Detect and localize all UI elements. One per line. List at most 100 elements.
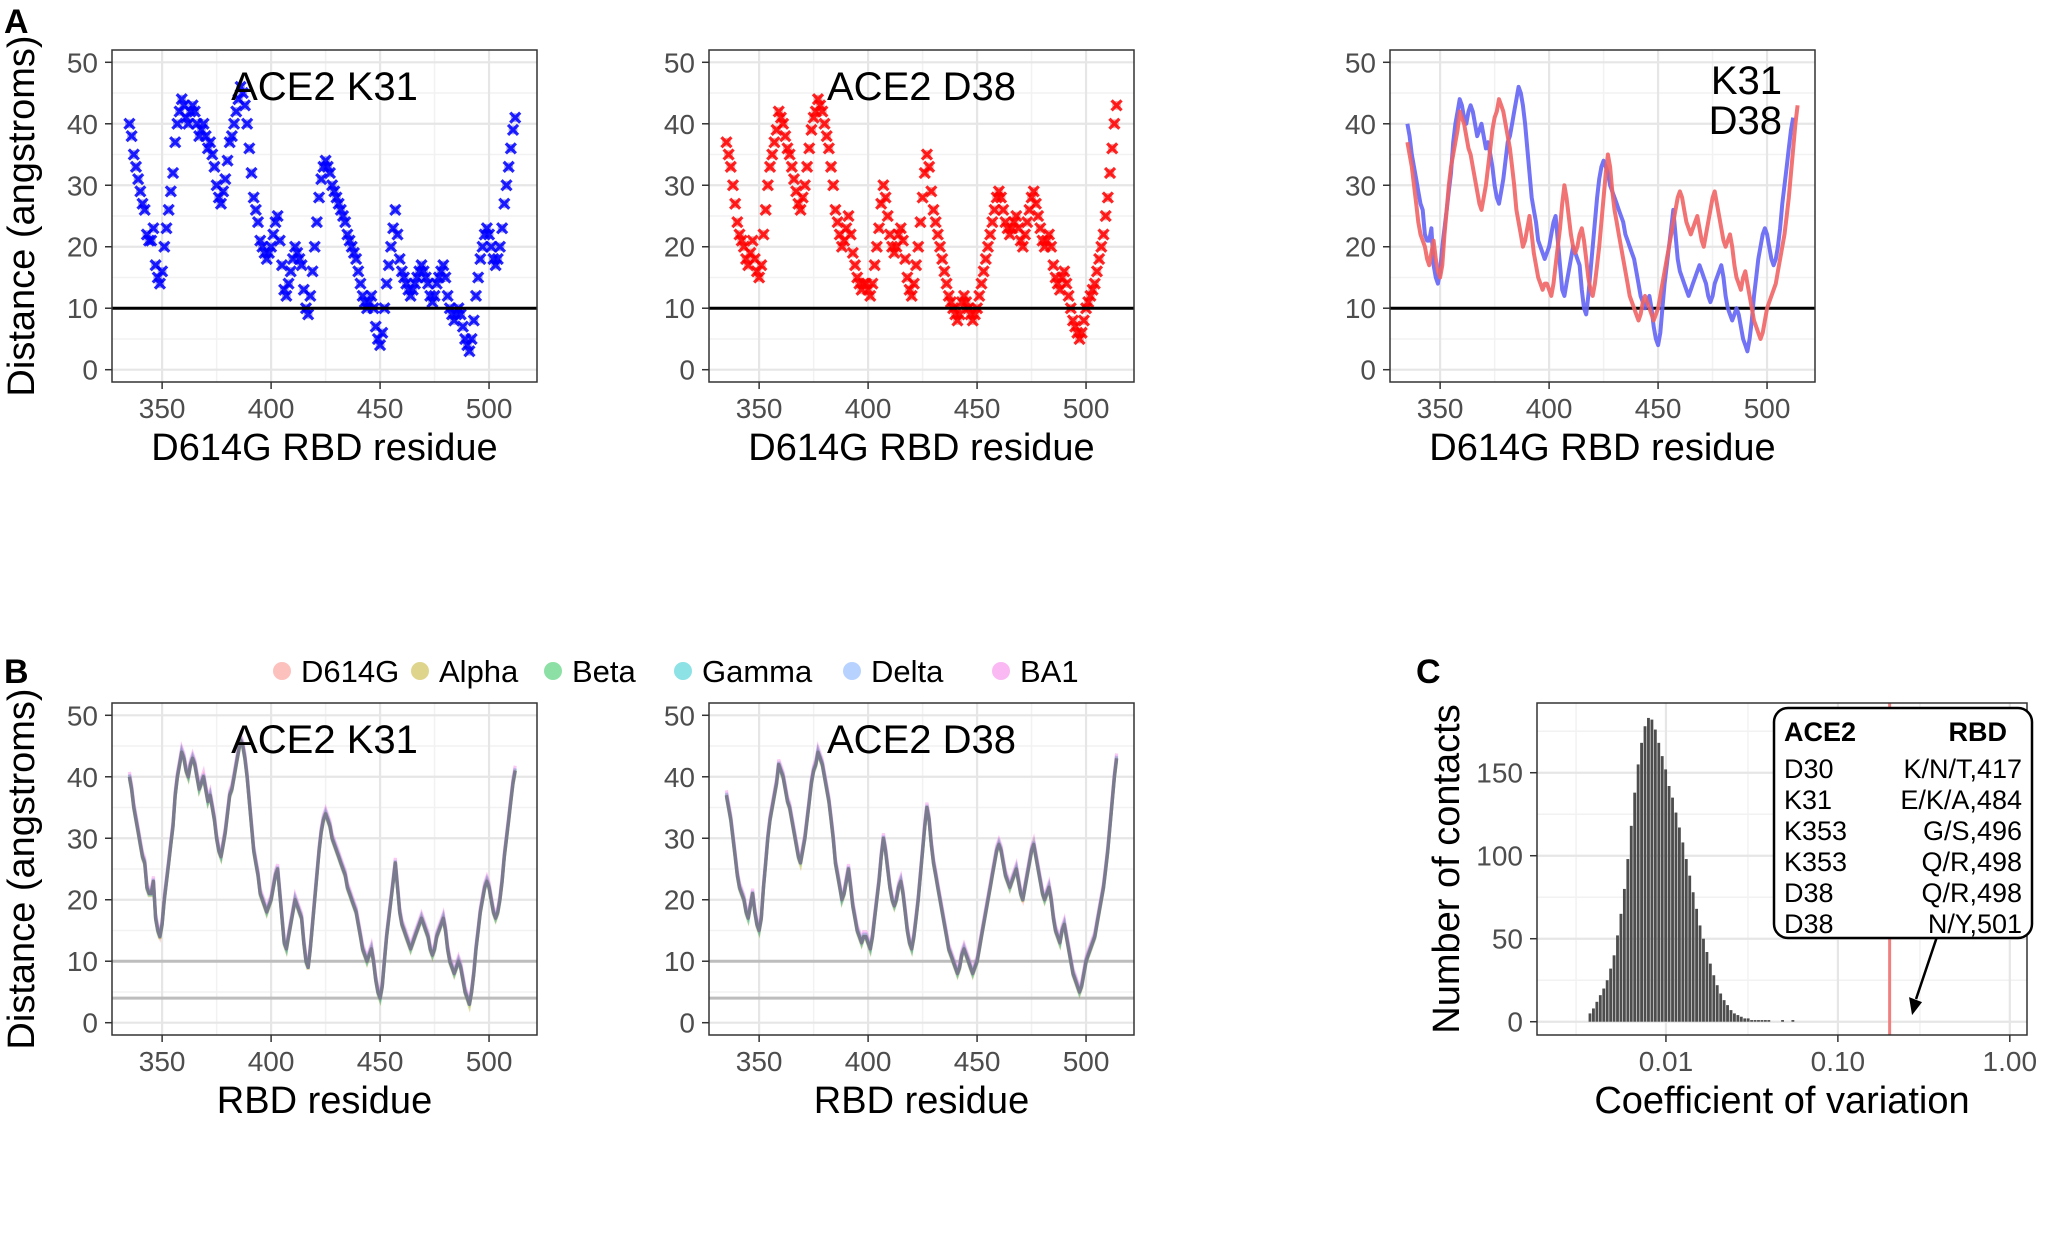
legend-key-ba1: [992, 662, 1010, 680]
data-point: [236, 86, 249, 100]
data-point: [905, 289, 918, 303]
data-point: [720, 136, 733, 149]
x-tick-label: 350: [1417, 393, 1464, 424]
data-point: [899, 252, 912, 266]
y-tick-label: 50: [1492, 924, 1523, 955]
data-point-dot: [724, 150, 734, 160]
data-point-dot: [935, 242, 945, 252]
data-point: [920, 148, 934, 161]
data-point-dot: [1107, 143, 1117, 153]
data-point-dot: [939, 266, 949, 276]
data-point: [160, 222, 173, 235]
data-point: [147, 222, 160, 235]
data-point: [866, 277, 879, 290]
data-point: [936, 252, 949, 266]
data-point-dot: [928, 205, 938, 215]
data-point: [1108, 117, 1121, 130]
data-point: [495, 222, 509, 235]
data-point: [1034, 222, 1047, 235]
data-point: [295, 259, 308, 272]
data-point-dot: [440, 272, 450, 282]
x-tick-label: 350: [736, 1046, 783, 1077]
y-tick-label: 20: [67, 232, 98, 263]
y-tick-label: 40: [67, 109, 98, 140]
data-point-dot: [510, 113, 520, 123]
data-point: [1018, 228, 1032, 241]
data-point: [125, 129, 138, 143]
y-tick-label: 40: [67, 762, 98, 793]
data-point-dot: [1077, 328, 1087, 338]
histogram-bar: [1705, 952, 1709, 1022]
histogram-bar: [1598, 995, 1602, 1022]
data-point: [439, 271, 452, 284]
data-point: [474, 252, 487, 266]
data-point: [188, 105, 201, 118]
data-point: [441, 289, 454, 303]
histogram-bar: [1743, 1018, 1747, 1022]
data-point-dot: [800, 180, 810, 190]
data-point-dot: [501, 180, 511, 190]
table-cell-ace2: D38: [1784, 878, 1834, 908]
data-point-dot: [878, 180, 888, 190]
histogram-bar: [1746, 1018, 1750, 1022]
data-point: [798, 179, 812, 192]
y-tick-label: 40: [1345, 109, 1376, 140]
data-point-dot: [1101, 211, 1111, 221]
data-point: [382, 259, 395, 272]
data-point: [1045, 240, 1058, 253]
series-line-d38: [1405, 97, 1800, 341]
histogram-bar: [1733, 1013, 1736, 1022]
histogram-bar: [1781, 1020, 1784, 1022]
histogram-bar: [1708, 963, 1712, 1022]
data-point-dot: [246, 168, 256, 178]
x-axis-label: Coefficient of variation: [1594, 1080, 1969, 1122]
y-tick-label: 0: [82, 1008, 98, 1039]
data-point-dot: [273, 211, 283, 221]
data-point-dot: [340, 217, 350, 227]
y-tick-label: 50: [664, 47, 695, 78]
data-point: [896, 234, 910, 247]
data-point: [864, 289, 877, 303]
data-point-dot: [1011, 211, 1021, 221]
data-point: [166, 166, 180, 180]
data-point-dot: [1090, 279, 1100, 289]
data-point: [217, 185, 230, 198]
data-point-dot: [826, 162, 836, 172]
data-point: [310, 216, 324, 229]
data-point-dot: [223, 156, 233, 166]
x-tick-label: 450: [954, 393, 1001, 424]
data-point: [729, 197, 742, 210]
plot-border: [1389, 49, 1816, 383]
x-tick-label: 400: [845, 393, 892, 424]
data-point: [912, 240, 925, 253]
data-point-dot: [761, 205, 771, 215]
data-point: [979, 252, 992, 266]
data-point-dot: [251, 205, 261, 215]
data-point: [380, 277, 393, 290]
data-point: [208, 160, 221, 173]
data-point-dot: [199, 119, 209, 129]
data-point-dot: [157, 266, 167, 276]
data-point: [240, 117, 254, 130]
y-tick-label: 40: [664, 762, 695, 793]
data-point-dot: [456, 309, 466, 319]
histogram-bar: [1653, 729, 1657, 1022]
data-point-dot: [253, 217, 263, 227]
x-tick-label: 450: [357, 1046, 404, 1077]
data-point: [768, 136, 781, 149]
histogram-bar: [1660, 756, 1664, 1022]
data-point: [389, 203, 402, 216]
contacts-table: ACE2 RBD D30 K/N/T,417 K31 E/K/A,484 K353 G/S,4…: [1772, 706, 2034, 940]
data-point-dot: [748, 236, 758, 246]
histogram-bar: [1729, 1010, 1733, 1022]
data-point: [829, 203, 842, 216]
data-point: [469, 289, 483, 303]
data-point: [472, 271, 485, 284]
data-point-dot: [464, 346, 474, 356]
data-point-dot: [281, 291, 291, 301]
histogram-bar: [1684, 859, 1688, 1022]
data-point-dot: [375, 340, 385, 350]
x-axis-label: D614G RBD residue: [1429, 427, 1775, 469]
data-point-dot: [351, 254, 361, 264]
data-point: [922, 160, 936, 173]
